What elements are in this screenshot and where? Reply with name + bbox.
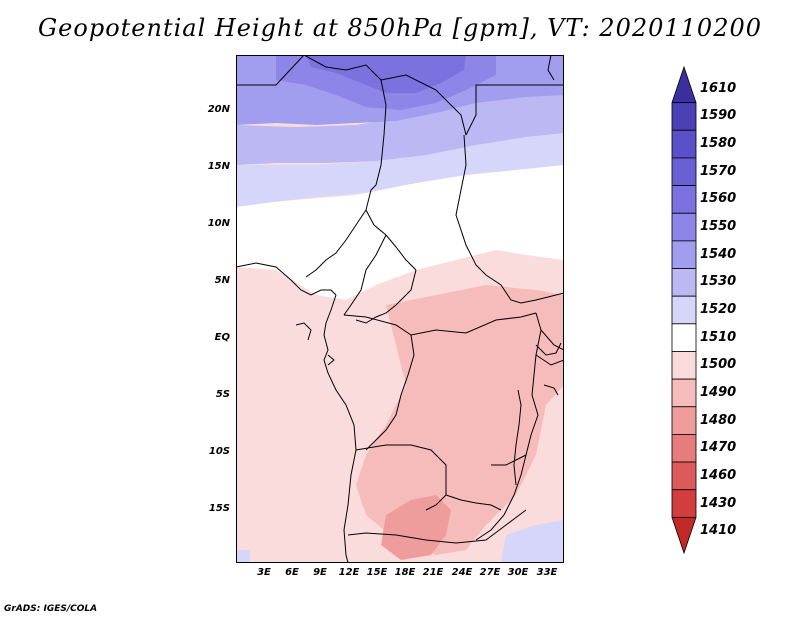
- colorbar-cell-2: [671, 129, 697, 159]
- colorbar-cell-16: [671, 516, 697, 555]
- colorbar-label-1540: 1540: [700, 246, 737, 262]
- region-band-1490: [356, 285, 564, 555]
- lon-label-27e: 27E: [479, 567, 501, 578]
- colorbar-cell-10: [671, 351, 697, 380]
- colorbar-label-1610: 1610: [700, 80, 737, 96]
- region-band-1530-sw: [236, 550, 250, 563]
- lat-label-15s: 15S: [208, 503, 230, 514]
- colorbar-label-1550: 1550: [700, 219, 737, 235]
- colorbar-cell-5: [671, 212, 697, 242]
- region-band-1510: [236, 155, 564, 300]
- lat-label-10n: 10N: [207, 218, 230, 229]
- lon-label-15e: 15E: [366, 567, 388, 578]
- colorbar-cell-1: [671, 102, 697, 131]
- colorbar-label-1510: 1510: [700, 329, 737, 345]
- region-band-1480: [381, 495, 451, 560]
- colorbar-cell-7: [671, 268, 697, 297]
- colorbar-label-1480: 1480: [700, 412, 737, 428]
- colorbar-cell-14: [671, 461, 697, 491]
- lat-label-10s: 10S: [208, 446, 230, 457]
- lon-label-33e: 33E: [536, 567, 558, 578]
- lon-label-3e: 3E: [257, 567, 271, 578]
- colorbar-cell-15: [671, 489, 697, 518]
- colorbar-cell-0: [671, 65, 697, 104]
- lat-label-5s: 5S: [215, 389, 230, 400]
- region-band-1520-se: [501, 520, 564, 563]
- colorbar-cells: [671, 65, 697, 555]
- lat-label-15n: 15N: [207, 161, 230, 172]
- region-band-1560: [306, 55, 466, 93]
- colorbar-label-1460: 1460: [700, 467, 737, 483]
- colorbar-cell-6: [671, 240, 697, 269]
- lat-label-5n: 5N: [214, 275, 230, 286]
- colorbar-label-1410: 1410: [700, 523, 737, 539]
- colorbar-label-1470: 1470: [700, 440, 737, 456]
- map-frame: [236, 55, 564, 563]
- colorbar-label-1500: 1500: [700, 357, 737, 373]
- colorbar-label-1490: 1490: [700, 384, 737, 400]
- colorbar-cell-8: [671, 295, 697, 325]
- lat-label-20n: 20N: [207, 104, 230, 115]
- colorbar-cell-13: [671, 434, 697, 463]
- colorbar-cell-9: [671, 323, 697, 352]
- lat-label-eq: EQ: [214, 332, 230, 343]
- lon-label-12e: 12E: [338, 567, 360, 578]
- colorbar-label-1520: 1520: [700, 302, 737, 317]
- colorbar-label-1590: 1590: [700, 108, 737, 124]
- lon-label-18e: 18E: [394, 567, 416, 578]
- colorbar-label-1560: 1560: [700, 191, 737, 207]
- lon-label-9e: 9E: [313, 567, 327, 578]
- colorbar-cell-3: [671, 157, 697, 186]
- coastlines: [236, 55, 564, 563]
- region-band-1520: [236, 130, 564, 207]
- region-band-1530: [236, 93, 564, 165]
- map-title: Geopotential Height at 850hPa [gpm], VT:…: [38, 14, 762, 42]
- lon-label-24e: 24E: [451, 567, 473, 578]
- colorbar-label-1430: 1430: [700, 495, 737, 511]
- lon-label-30e: 30E: [507, 567, 529, 578]
- footer-credit: GrADS: IGES/COLA: [4, 604, 98, 614]
- colorbar-label-1530: 1530: [700, 274, 737, 290]
- colorbar-cell-12: [671, 406, 697, 435]
- colorbar-cell-11: [671, 378, 697, 408]
- colorbar-cell-4: [671, 185, 697, 214]
- lon-label-21e: 21E: [422, 567, 444, 578]
- map-panel: [236, 55, 564, 563]
- colorbar-label-1580: 1580: [700, 136, 737, 152]
- colorbar-label-1570: 1570: [700, 163, 737, 179]
- lon-label-6e: 6E: [285, 567, 299, 578]
